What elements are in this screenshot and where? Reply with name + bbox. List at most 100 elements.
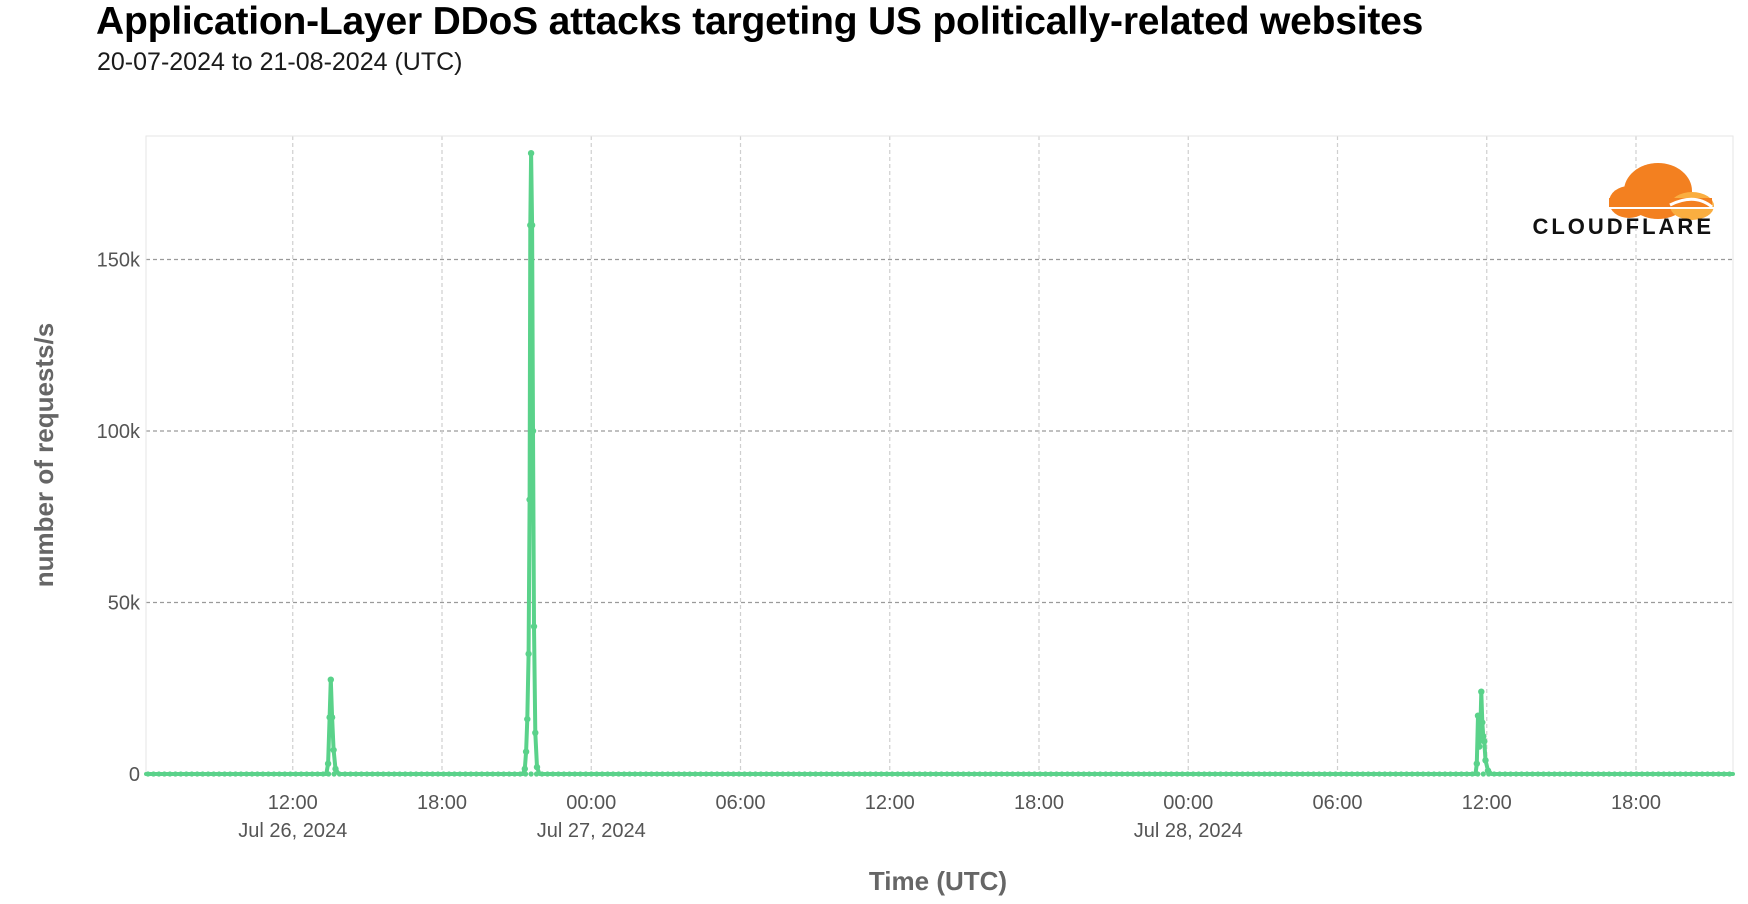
data-point xyxy=(1688,771,1694,777)
data-point xyxy=(1316,771,1322,777)
data-point xyxy=(824,771,830,777)
data-point xyxy=(380,771,386,777)
data-point xyxy=(1716,771,1722,777)
data-point xyxy=(1622,771,1629,777)
data-point xyxy=(304,771,310,777)
data-point xyxy=(637,771,644,777)
data-point xyxy=(1666,771,1672,777)
y-tick-label: 150k xyxy=(97,249,141,271)
data-point xyxy=(156,771,162,777)
data-point xyxy=(435,771,441,777)
data-point xyxy=(1228,771,1235,777)
x-axis-ticks: 12:00 Jul 26, 2024 18:00 00:00 Jul 27, 2024 0… xyxy=(238,792,1661,842)
x-tick-label: 00:00 xyxy=(566,792,616,814)
data-point xyxy=(627,771,633,777)
data-point xyxy=(167,771,173,777)
data-point xyxy=(501,771,507,777)
data-point xyxy=(999,771,1005,777)
data-point xyxy=(1705,771,1711,777)
data-point xyxy=(1491,771,1497,777)
data-point xyxy=(315,771,321,777)
data-point xyxy=(1650,771,1656,777)
data-point xyxy=(1482,757,1489,764)
data-point xyxy=(1420,771,1426,777)
data-point xyxy=(462,771,468,777)
data-point xyxy=(211,771,217,777)
data-point xyxy=(550,771,556,777)
data-point xyxy=(1529,771,1536,777)
data-point xyxy=(1294,771,1300,777)
data-point xyxy=(1092,771,1098,777)
x-tick-label: 18:00 xyxy=(1014,792,1064,814)
data-point xyxy=(260,771,266,777)
data-point xyxy=(1479,719,1486,726)
data-point xyxy=(1234,771,1240,777)
data-point xyxy=(665,771,671,777)
data-point xyxy=(282,771,288,777)
data-point xyxy=(1540,771,1547,777)
data-point xyxy=(1595,771,1601,777)
data-point xyxy=(1584,771,1590,777)
logo-text: CLOUDFLARE xyxy=(1532,214,1714,239)
data-point xyxy=(927,771,934,777)
data-point xyxy=(659,771,666,777)
data-point xyxy=(873,771,879,777)
x-tick-date-label: Jul 26, 2024 xyxy=(238,820,347,842)
data-point xyxy=(479,771,485,777)
data-point xyxy=(1721,771,1727,777)
data-point xyxy=(1272,771,1278,777)
data-point xyxy=(1103,771,1109,777)
data-point xyxy=(1436,771,1443,777)
data-point xyxy=(353,771,359,777)
cloud-icon xyxy=(1600,163,1715,220)
data-point xyxy=(829,771,835,777)
data-point xyxy=(566,771,573,777)
data-point xyxy=(1458,771,1464,777)
data-point xyxy=(577,771,583,777)
data-point xyxy=(1114,771,1120,777)
data-point xyxy=(785,771,791,777)
data-point xyxy=(413,771,419,777)
data-point xyxy=(527,150,535,157)
data-point xyxy=(1283,771,1289,777)
data-point xyxy=(249,771,255,777)
data-point xyxy=(1174,771,1180,777)
data-point xyxy=(327,676,334,683)
data-point xyxy=(369,771,375,777)
data-point xyxy=(324,760,332,767)
data-point xyxy=(714,771,720,777)
x-tick-label: 18:00 xyxy=(1611,792,1661,814)
data-point xyxy=(328,714,336,721)
data-point xyxy=(532,729,539,736)
data-point xyxy=(1179,771,1185,777)
data-point xyxy=(555,771,562,777)
data-point xyxy=(758,771,764,777)
data-point xyxy=(889,771,895,777)
data-point xyxy=(364,771,370,777)
data-point xyxy=(430,771,436,777)
data-point xyxy=(1042,771,1049,777)
data-point xyxy=(933,771,939,777)
data-point xyxy=(358,771,364,777)
data-point xyxy=(320,771,326,777)
data-point xyxy=(402,771,408,777)
data-point xyxy=(506,771,512,777)
data-point xyxy=(1360,771,1366,777)
data-point xyxy=(610,771,616,777)
data-point xyxy=(1245,771,1251,777)
data-point xyxy=(818,771,824,777)
data-point xyxy=(1683,771,1689,777)
data-point xyxy=(1579,771,1585,777)
data-point xyxy=(1387,771,1393,777)
data-point xyxy=(1141,771,1147,777)
data-point xyxy=(1639,771,1645,777)
data-point xyxy=(375,771,381,777)
data-point xyxy=(1053,771,1059,777)
data-point xyxy=(960,771,967,777)
data-point xyxy=(1332,771,1339,777)
data-point xyxy=(1601,771,1607,777)
chart-subtitle: 20-07-2024 to 21-08-2024 (UTC) xyxy=(97,48,463,76)
data-point xyxy=(473,771,479,777)
data-point xyxy=(1568,771,1574,777)
data-point xyxy=(949,771,956,777)
